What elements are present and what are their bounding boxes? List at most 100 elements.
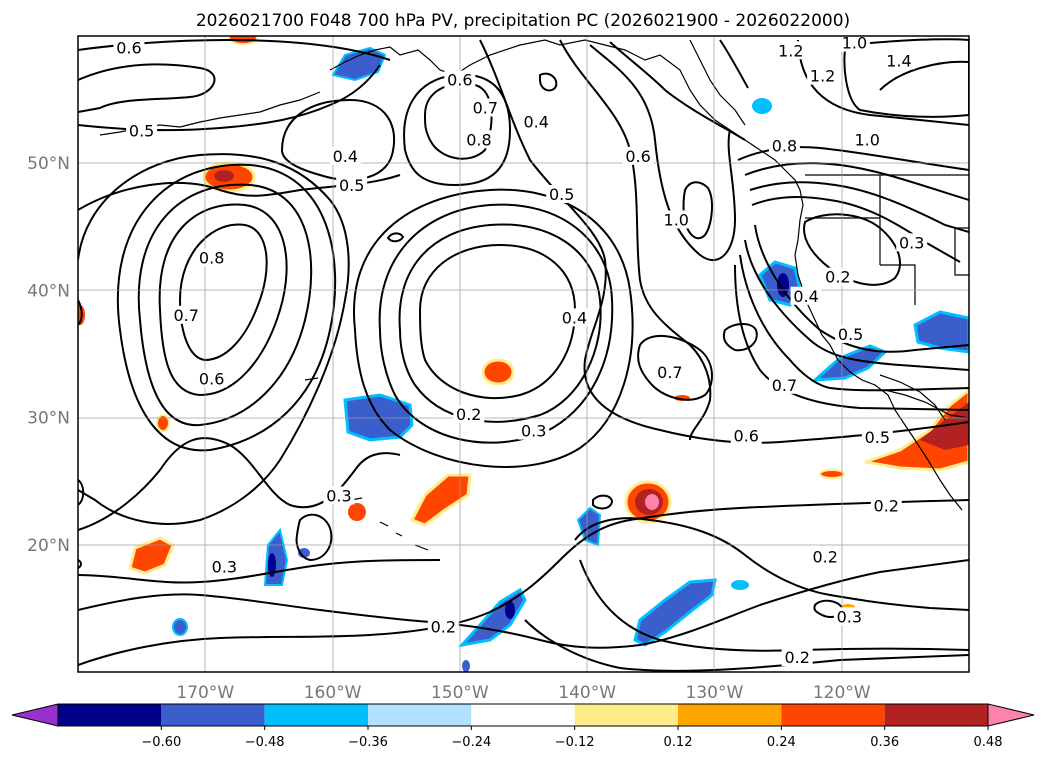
colorbar-tick-label: −0.36	[348, 735, 388, 750]
contour-label: 0.8	[772, 137, 797, 156]
contour-label: 0.6	[734, 427, 759, 446]
lon-tick-label: 170°W	[176, 683, 234, 703]
contour-label: 0.6	[447, 71, 472, 90]
contour-label-halo	[654, 363, 686, 382]
colorbar-segment	[471, 704, 575, 726]
contour-label-halo	[807, 66, 839, 85]
contour-label-halo	[896, 233, 928, 252]
contour-label-halo	[768, 136, 800, 155]
contour-label-halo	[870, 496, 902, 515]
colorbar-segment	[884, 704, 988, 726]
contour-label: 0.3	[212, 558, 237, 577]
contour-label: 0.2	[456, 405, 481, 424]
precip-blob-blue	[752, 98, 772, 114]
contour-label: 1.0	[842, 34, 867, 53]
contour-label: 1.2	[778, 41, 803, 60]
contour-label-halo	[520, 112, 552, 131]
contour-label-halo	[170, 305, 202, 324]
precip-blob-navy	[505, 601, 515, 619]
contour-label: 0.3	[521, 422, 546, 441]
colorbar-outline	[57, 703, 989, 727]
precip-blob-pink	[645, 494, 659, 510]
contour-label-halo	[196, 369, 228, 388]
colorbar-tick-label: 0.48	[974, 735, 1003, 750]
precip-blob-navy	[268, 553, 276, 577]
contour-label: 0.5	[339, 176, 364, 195]
contour-label-halo	[558, 308, 590, 327]
contour-label-halo	[838, 36, 870, 52]
contour-label: 0.4	[524, 112, 549, 131]
contour-label: 0.4	[562, 308, 587, 327]
precip-blob-red	[348, 503, 366, 521]
map-panel: 0.6 0.6 0.7 0.4 0.8 0.5 0.4 0.5 0.5 0.6 1.0 0.8 1.0 1…	[27, 34, 970, 703]
colorbar-segment	[58, 704, 162, 726]
colorbar-tick-label: 0.36	[870, 735, 899, 750]
contour-label-halo	[768, 375, 800, 394]
precip-blob-red	[214, 170, 234, 182]
contour-label-halo	[790, 286, 822, 305]
contour-label-halo	[660, 210, 692, 229]
contour-label-halo	[463, 130, 495, 149]
contour-label-halo	[822, 267, 854, 286]
contour-label-halo	[622, 146, 654, 165]
contour-label-halo	[113, 38, 145, 57]
precip-blob-blue	[731, 580, 749, 590]
colorbar-extend-low	[11, 703, 59, 727]
map-frame	[77, 35, 970, 673]
colorbar-extend-high	[987, 703, 1035, 727]
colorbar-segment	[574, 704, 678, 726]
colorbar-tick-label: −0.60	[141, 735, 181, 750]
contour-label: 0.7	[173, 306, 198, 325]
precip-blob-red	[409, 473, 472, 527]
contour-label-halo	[809, 547, 841, 566]
contour-label: 0.5	[129, 121, 154, 140]
contour-label-halo	[444, 70, 476, 89]
contour-labels: 0.6 0.6 0.7 0.4 0.8 0.5 0.4 0.5 0.5 0.6 1.0 0.8 1.0 1…	[113, 34, 928, 667]
contour-label-halo	[323, 486, 355, 505]
contour-label: 0.6	[199, 369, 224, 388]
contour-label: 0.2	[825, 268, 850, 287]
contour-label-halo	[851, 130, 883, 149]
contour-label: 0.6	[625, 147, 650, 166]
contour-label-halo	[208, 557, 240, 576]
contour-label-halo	[453, 405, 485, 424]
lon-tick-label: 120°W	[813, 683, 871, 703]
colorbar-tick-label: 0.12	[664, 735, 693, 750]
contour-label: 0.5	[865, 428, 890, 447]
lon-tick-label: 130°W	[686, 683, 744, 703]
colorbar-tick-label: 0.24	[767, 735, 796, 750]
contour-label-halo	[427, 617, 459, 636]
contour-label: 0.2	[874, 497, 899, 516]
contour-label-halo	[196, 248, 228, 267]
colorbar-segment	[161, 704, 265, 726]
contour-label-halo	[861, 427, 893, 446]
contour-label-halo	[781, 648, 813, 667]
precip-blob-red	[864, 388, 969, 472]
contour-label: 0.5	[838, 325, 863, 344]
contour-label: 0.4	[333, 147, 358, 166]
colorbar-tick-label: −0.12	[555, 735, 595, 750]
colorbar-ticks: −0.60 −0.48 −0.36 −0.24 −0.12 0.12 0.24 0.36 0.4…	[141, 726, 1003, 750]
lat-tick-label: 50°N	[27, 154, 70, 174]
colorbar-segments	[11, 703, 1035, 727]
contour-label-halo	[518, 421, 550, 440]
colorbar-segment	[264, 704, 368, 726]
contour-label: 0.3	[899, 233, 924, 252]
contour-label: 0.8	[466, 130, 491, 149]
colorbar-segment	[368, 704, 472, 726]
lat-tick-label: 40°N	[27, 281, 70, 301]
precip-blob-red	[156, 414, 170, 432]
contour-label: 1.0	[664, 210, 689, 229]
precip-blob-navy	[777, 273, 789, 297]
contour-label-halo	[469, 98, 501, 117]
colorbar-tick-label: −0.24	[451, 735, 491, 750]
contour-label-halo	[775, 41, 807, 60]
lon-tick-label: 160°W	[304, 683, 362, 703]
contour-label-halo	[730, 426, 762, 445]
contour-label-halo	[835, 324, 867, 343]
contour-label: 1.0	[854, 130, 879, 149]
colorbar: −0.60 −0.48 −0.36 −0.24 −0.12 0.12 0.24 0.36 0.4…	[11, 703, 1035, 750]
colorbar-segment	[781, 704, 885, 726]
lat-tick-label: 30°N	[27, 409, 70, 429]
